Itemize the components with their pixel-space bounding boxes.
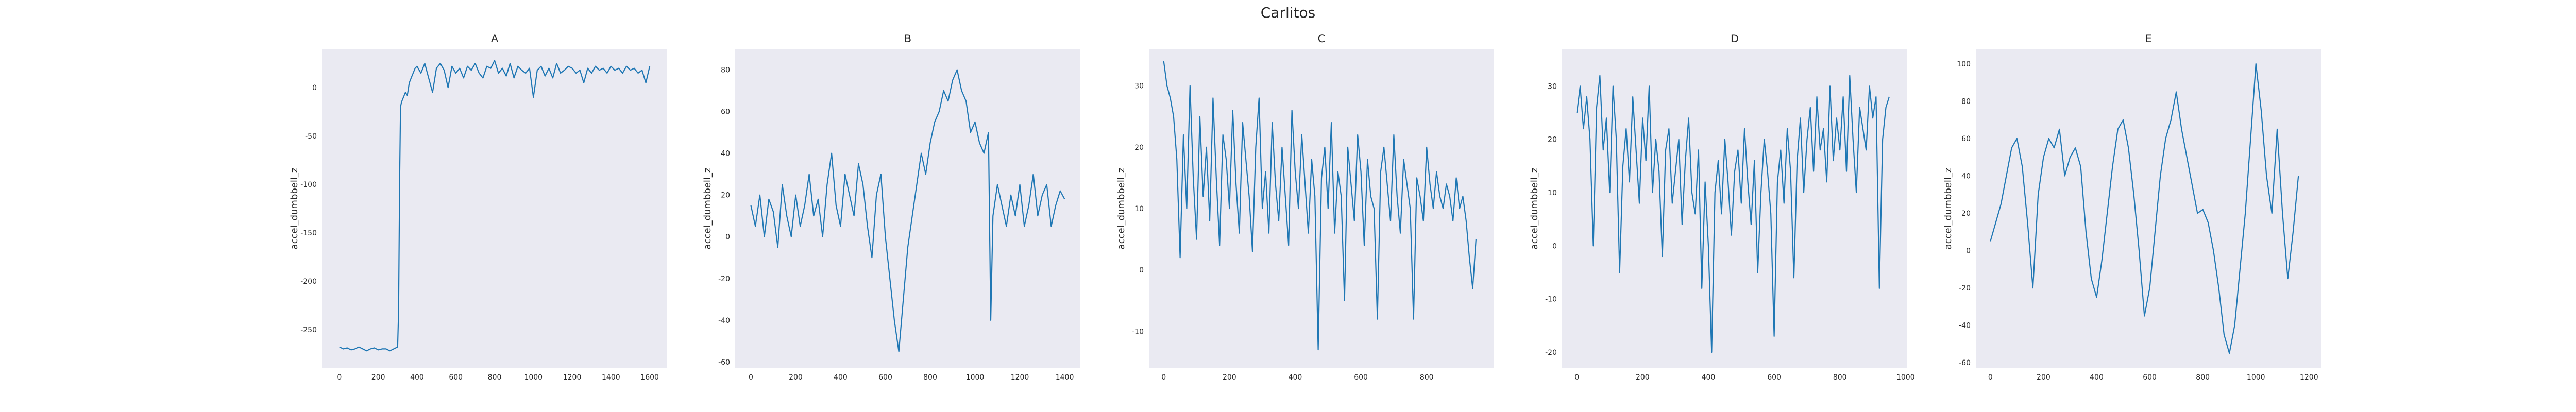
y-tick-label: -10 <box>1132 328 1144 336</box>
y-tick-label: -40 <box>718 317 730 325</box>
x-tick-label: 1600 <box>640 373 659 382</box>
x-tick-label: 1200 <box>2300 373 2318 382</box>
y-axis-label: accel_dumbbell_z <box>702 168 713 250</box>
series-line <box>1990 63 2299 354</box>
x-tick-label: 800 <box>1420 373 1434 382</box>
y-tick-label: -20 <box>718 275 730 283</box>
x-tick-label: 0 <box>1574 373 1579 382</box>
x-tick-label: 200 <box>1636 373 1650 382</box>
y-tick-label: 100 <box>1957 60 1971 68</box>
y-tick-label: 10 <box>1134 205 1144 213</box>
y-tick-label: 80 <box>1961 98 1971 106</box>
x-tick-label: 800 <box>2196 373 2210 382</box>
x-tick-label: 600 <box>1767 373 1781 382</box>
x-tick-label: 800 <box>923 373 937 382</box>
subplot-title: B <box>904 32 911 45</box>
y-tick-label: 30 <box>1134 82 1144 91</box>
subplot-title: C <box>1318 32 1326 45</box>
x-tick-label: 400 <box>410 373 424 382</box>
y-axis-label: accel_dumbbell_z <box>1943 168 1954 250</box>
y-tick-label: -50 <box>305 132 317 141</box>
x-tick-label: 600 <box>878 373 892 382</box>
plot-area <box>1149 49 1494 368</box>
y-axis-label: accel_dumbbell_z <box>1116 168 1127 250</box>
y-tick-label: 40 <box>721 150 730 158</box>
subplot-title: E <box>2145 32 2151 45</box>
x-tick-label: 800 <box>1833 373 1847 382</box>
figure-title: Carlitos <box>1261 4 1315 21</box>
x-tick-label: 200 <box>2037 373 2050 382</box>
x-tick-label: 1200 <box>1011 373 1029 382</box>
y-tick-label: -60 <box>718 358 730 367</box>
y-tick-label: -150 <box>300 229 317 237</box>
y-tick-label: -60 <box>1959 359 1971 367</box>
y-tick-label: 20 <box>721 192 730 200</box>
x-tick-label: 400 <box>1289 373 1302 382</box>
y-tick-label: 0 <box>725 233 730 242</box>
y-tick-label: 60 <box>1961 135 1971 143</box>
x-tick-label: 200 <box>789 373 803 382</box>
y-tick-label: 20 <box>1134 144 1144 152</box>
y-tick-label: 80 <box>721 66 730 75</box>
y-tick-label: 10 <box>1548 189 1557 197</box>
x-tick-label: 1000 <box>2247 373 2265 382</box>
y-tick-label: 20 <box>1961 210 1971 218</box>
x-tick-label: 400 <box>834 373 848 382</box>
x-tick-label: 1000 <box>966 373 985 382</box>
plot-area <box>322 49 667 368</box>
plot-area <box>1976 49 2321 368</box>
x-tick-label: 400 <box>1702 373 1716 382</box>
x-tick-label: 0 <box>1161 373 1166 382</box>
x-tick-label: 1400 <box>1056 373 1074 382</box>
x-tick-label: 600 <box>449 373 463 382</box>
x-tick-label: 1200 <box>563 373 582 382</box>
y-tick-label: -250 <box>300 326 317 334</box>
y-tick-label: -100 <box>300 181 317 189</box>
x-tick-label: 0 <box>1988 373 1993 382</box>
x-tick-label: 600 <box>2143 373 2157 382</box>
x-tick-label: 1400 <box>602 373 620 382</box>
y-tick-label: 0 <box>1966 247 1971 255</box>
y-tick-label: 40 <box>1961 173 1971 181</box>
x-tick-label: 0 <box>337 373 342 382</box>
x-tick-label: 1000 <box>524 373 543 382</box>
subplot-title: A <box>491 32 499 45</box>
y-tick-label: 20 <box>1548 136 1557 144</box>
subplot-title: D <box>1731 32 1739 45</box>
y-tick-label: 0 <box>1552 242 1557 250</box>
series-line <box>339 60 651 352</box>
y-tick-label: 0 <box>1139 266 1144 274</box>
y-tick-label: -40 <box>1959 322 1971 330</box>
y-tick-label: -10 <box>1545 296 1557 304</box>
y-axis-label: accel_dumbbell_z <box>1529 168 1540 250</box>
x-tick-label: 600 <box>1354 373 1368 382</box>
plot-area <box>1562 49 1907 368</box>
x-tick-label: 400 <box>2090 373 2104 382</box>
y-tick-label: 60 <box>721 108 730 116</box>
y-tick-label: 30 <box>1548 82 1557 91</box>
y-tick-label: -20 <box>1959 284 1971 293</box>
series-line <box>1163 61 1477 351</box>
x-tick-label: 200 <box>371 373 385 382</box>
y-tick-label: 0 <box>312 84 317 92</box>
y-tick-label: -200 <box>300 278 317 286</box>
series-line <box>750 69 1065 352</box>
x-tick-label: 1000 <box>1896 373 1915 382</box>
y-axis-label: accel_dumbbell_z <box>289 168 300 250</box>
y-tick-label: -20 <box>1545 349 1557 357</box>
x-tick-label: 200 <box>1223 373 1236 382</box>
x-tick-label: 0 <box>749 373 753 382</box>
series-line <box>1576 75 1890 353</box>
x-tick-label: 800 <box>488 373 502 382</box>
